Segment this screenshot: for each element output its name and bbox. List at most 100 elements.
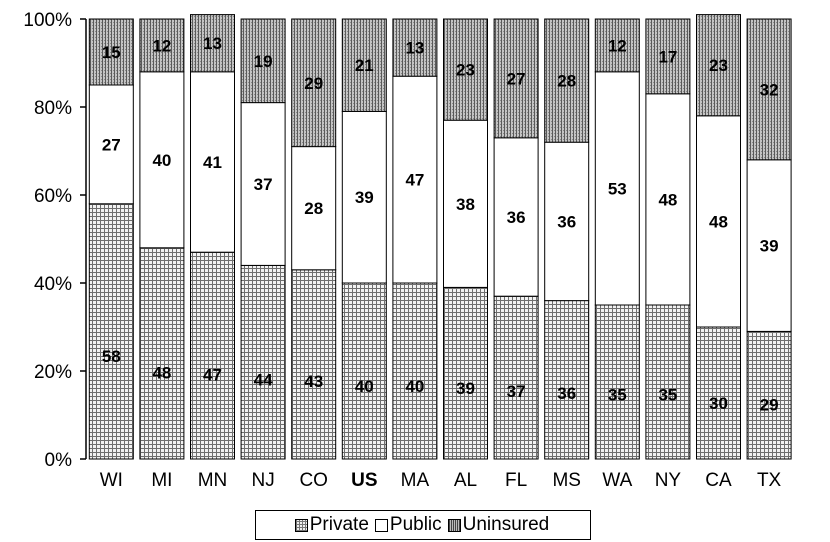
- x-tick-label: FL: [505, 470, 527, 491]
- data-label-private: 36: [557, 384, 576, 403]
- legend-item-private: Private: [294, 514, 369, 536]
- segment-public: [88, 84, 134, 205]
- segment-uninsured: [291, 18, 337, 148]
- data-label-uninsured: 19: [254, 52, 273, 71]
- data-label-public: 39: [760, 237, 779, 256]
- x-tick-label: MA: [401, 470, 430, 491]
- bar-MN: 47 41 13: [190, 14, 235, 460]
- y-tick-label: 100%: [23, 10, 72, 31]
- data-label-uninsured: 13: [203, 34, 222, 53]
- x-tick-label: TX: [757, 470, 782, 491]
- x-tick-label: CO: [299, 470, 328, 491]
- segment-public: [139, 71, 185, 249]
- y-tick-label: 0%: [45, 450, 73, 471]
- segment-public: [746, 159, 792, 332]
- x-tick-label: US: [351, 470, 377, 491]
- data-label-public: 48: [658, 190, 677, 209]
- segment-private: [240, 264, 286, 460]
- data-label-private: 30: [709, 394, 728, 413]
- segment-uninsured: [392, 18, 438, 77]
- x-tick-label: MS: [552, 470, 581, 491]
- segment-public: [392, 75, 438, 284]
- bar-MS: 36 36 28: [544, 18, 590, 460]
- bar-CA: 30 48 23: [696, 14, 741, 460]
- segment-private: [645, 304, 691, 460]
- data-label-uninsured: 23: [709, 56, 728, 75]
- x-tick-label: NJ: [251, 470, 274, 491]
- segment-public: [594, 71, 640, 306]
- segment-private: [696, 326, 741, 460]
- data-label-private: 35: [658, 385, 677, 404]
- data-label-public: 39: [355, 188, 374, 207]
- y-tick-label: 80%: [34, 98, 72, 119]
- segment-private: [139, 247, 185, 460]
- data-label-private: 47: [203, 365, 222, 384]
- legend-item-uninsured: Uninsured: [447, 514, 550, 536]
- legend-swatch-private: [294, 518, 308, 532]
- data-label-uninsured: 23: [456, 61, 475, 80]
- segment-public: [493, 137, 539, 297]
- bar-MA: 40 47 13: [392, 18, 438, 460]
- segment-private: [291, 269, 337, 460]
- y-tick-label: 40%: [34, 274, 72, 295]
- bar-NJ: 44 37 19: [240, 18, 286, 460]
- bar-MI: 48 40 12: [139, 18, 185, 460]
- segment-uninsured: [190, 14, 235, 73]
- y-axis: 0% 20% 40% 60% 80% 100%: [23, 10, 87, 471]
- segment-public: [544, 141, 590, 302]
- segment-private: [594, 304, 640, 460]
- x-tick-label: WA: [602, 470, 632, 491]
- segment-public: [190, 71, 235, 253]
- segment-uninsured: [341, 18, 387, 112]
- data-label-private: 44: [254, 370, 273, 389]
- data-label-uninsured: 29: [304, 74, 323, 93]
- data-label-private: 58: [102, 347, 121, 366]
- data-label-private: 29: [760, 396, 779, 415]
- data-label-uninsured: 27: [507, 69, 526, 88]
- data-label-private: 40: [355, 377, 374, 396]
- legend-swatch-public: [374, 518, 388, 532]
- data-label-public: 36: [507, 208, 526, 227]
- legend-label-private: Private: [309, 514, 369, 535]
- x-tick-label: AL: [454, 470, 477, 491]
- segment-private: [190, 251, 235, 460]
- x-tick-label: NY: [655, 470, 682, 491]
- legend-label-uninsured: Uninsured: [462, 514, 550, 535]
- segment-uninsured: [443, 18, 488, 121]
- bar-AL: 39 38 23: [443, 18, 488, 460]
- x-tick-label: MN: [198, 470, 228, 491]
- segment-public: [645, 93, 691, 306]
- bar-TX: 29 39 32: [746, 18, 792, 460]
- data-label-uninsured: 15: [102, 43, 121, 62]
- x-tick-label: WI: [100, 470, 123, 491]
- data-label-private: 37: [507, 382, 526, 401]
- data-label-uninsured: 21: [355, 56, 374, 75]
- segment-uninsured: [696, 14, 741, 117]
- segment-public: [341, 110, 387, 284]
- data-label-public: 48: [709, 212, 728, 231]
- segment-private: [544, 300, 590, 460]
- legend: Private Public Uninsured: [255, 510, 591, 540]
- data-label-uninsured: 32: [760, 80, 779, 99]
- data-label-public: 53: [608, 179, 627, 198]
- data-label-uninsured: 28: [557, 72, 576, 91]
- legend-label-public: Public: [389, 514, 442, 535]
- x-tick-label: CA: [705, 470, 732, 491]
- bar-FL: 37 36 27: [493, 18, 539, 460]
- bar-NY: 35 48 17: [645, 18, 691, 460]
- data-label-uninsured: 13: [405, 39, 424, 58]
- data-label-public: 28: [304, 199, 323, 218]
- bar-WA: 35 53 12: [594, 18, 640, 460]
- data-label-public: 37: [254, 175, 273, 194]
- y-tick-label: 20%: [34, 362, 72, 383]
- data-label-public: 41: [203, 153, 222, 172]
- x-tick-label: MI: [151, 470, 172, 491]
- segment-uninsured: [139, 18, 185, 73]
- data-label-private: 48: [152, 364, 171, 383]
- segment-private: [392, 282, 438, 460]
- data-label-uninsured: 12: [608, 36, 627, 55]
- bar-US: 40 39 21: [341, 18, 387, 460]
- data-label-public: 47: [405, 171, 424, 190]
- data-label-private: 43: [304, 372, 323, 391]
- data-label-uninsured: 12: [152, 36, 171, 55]
